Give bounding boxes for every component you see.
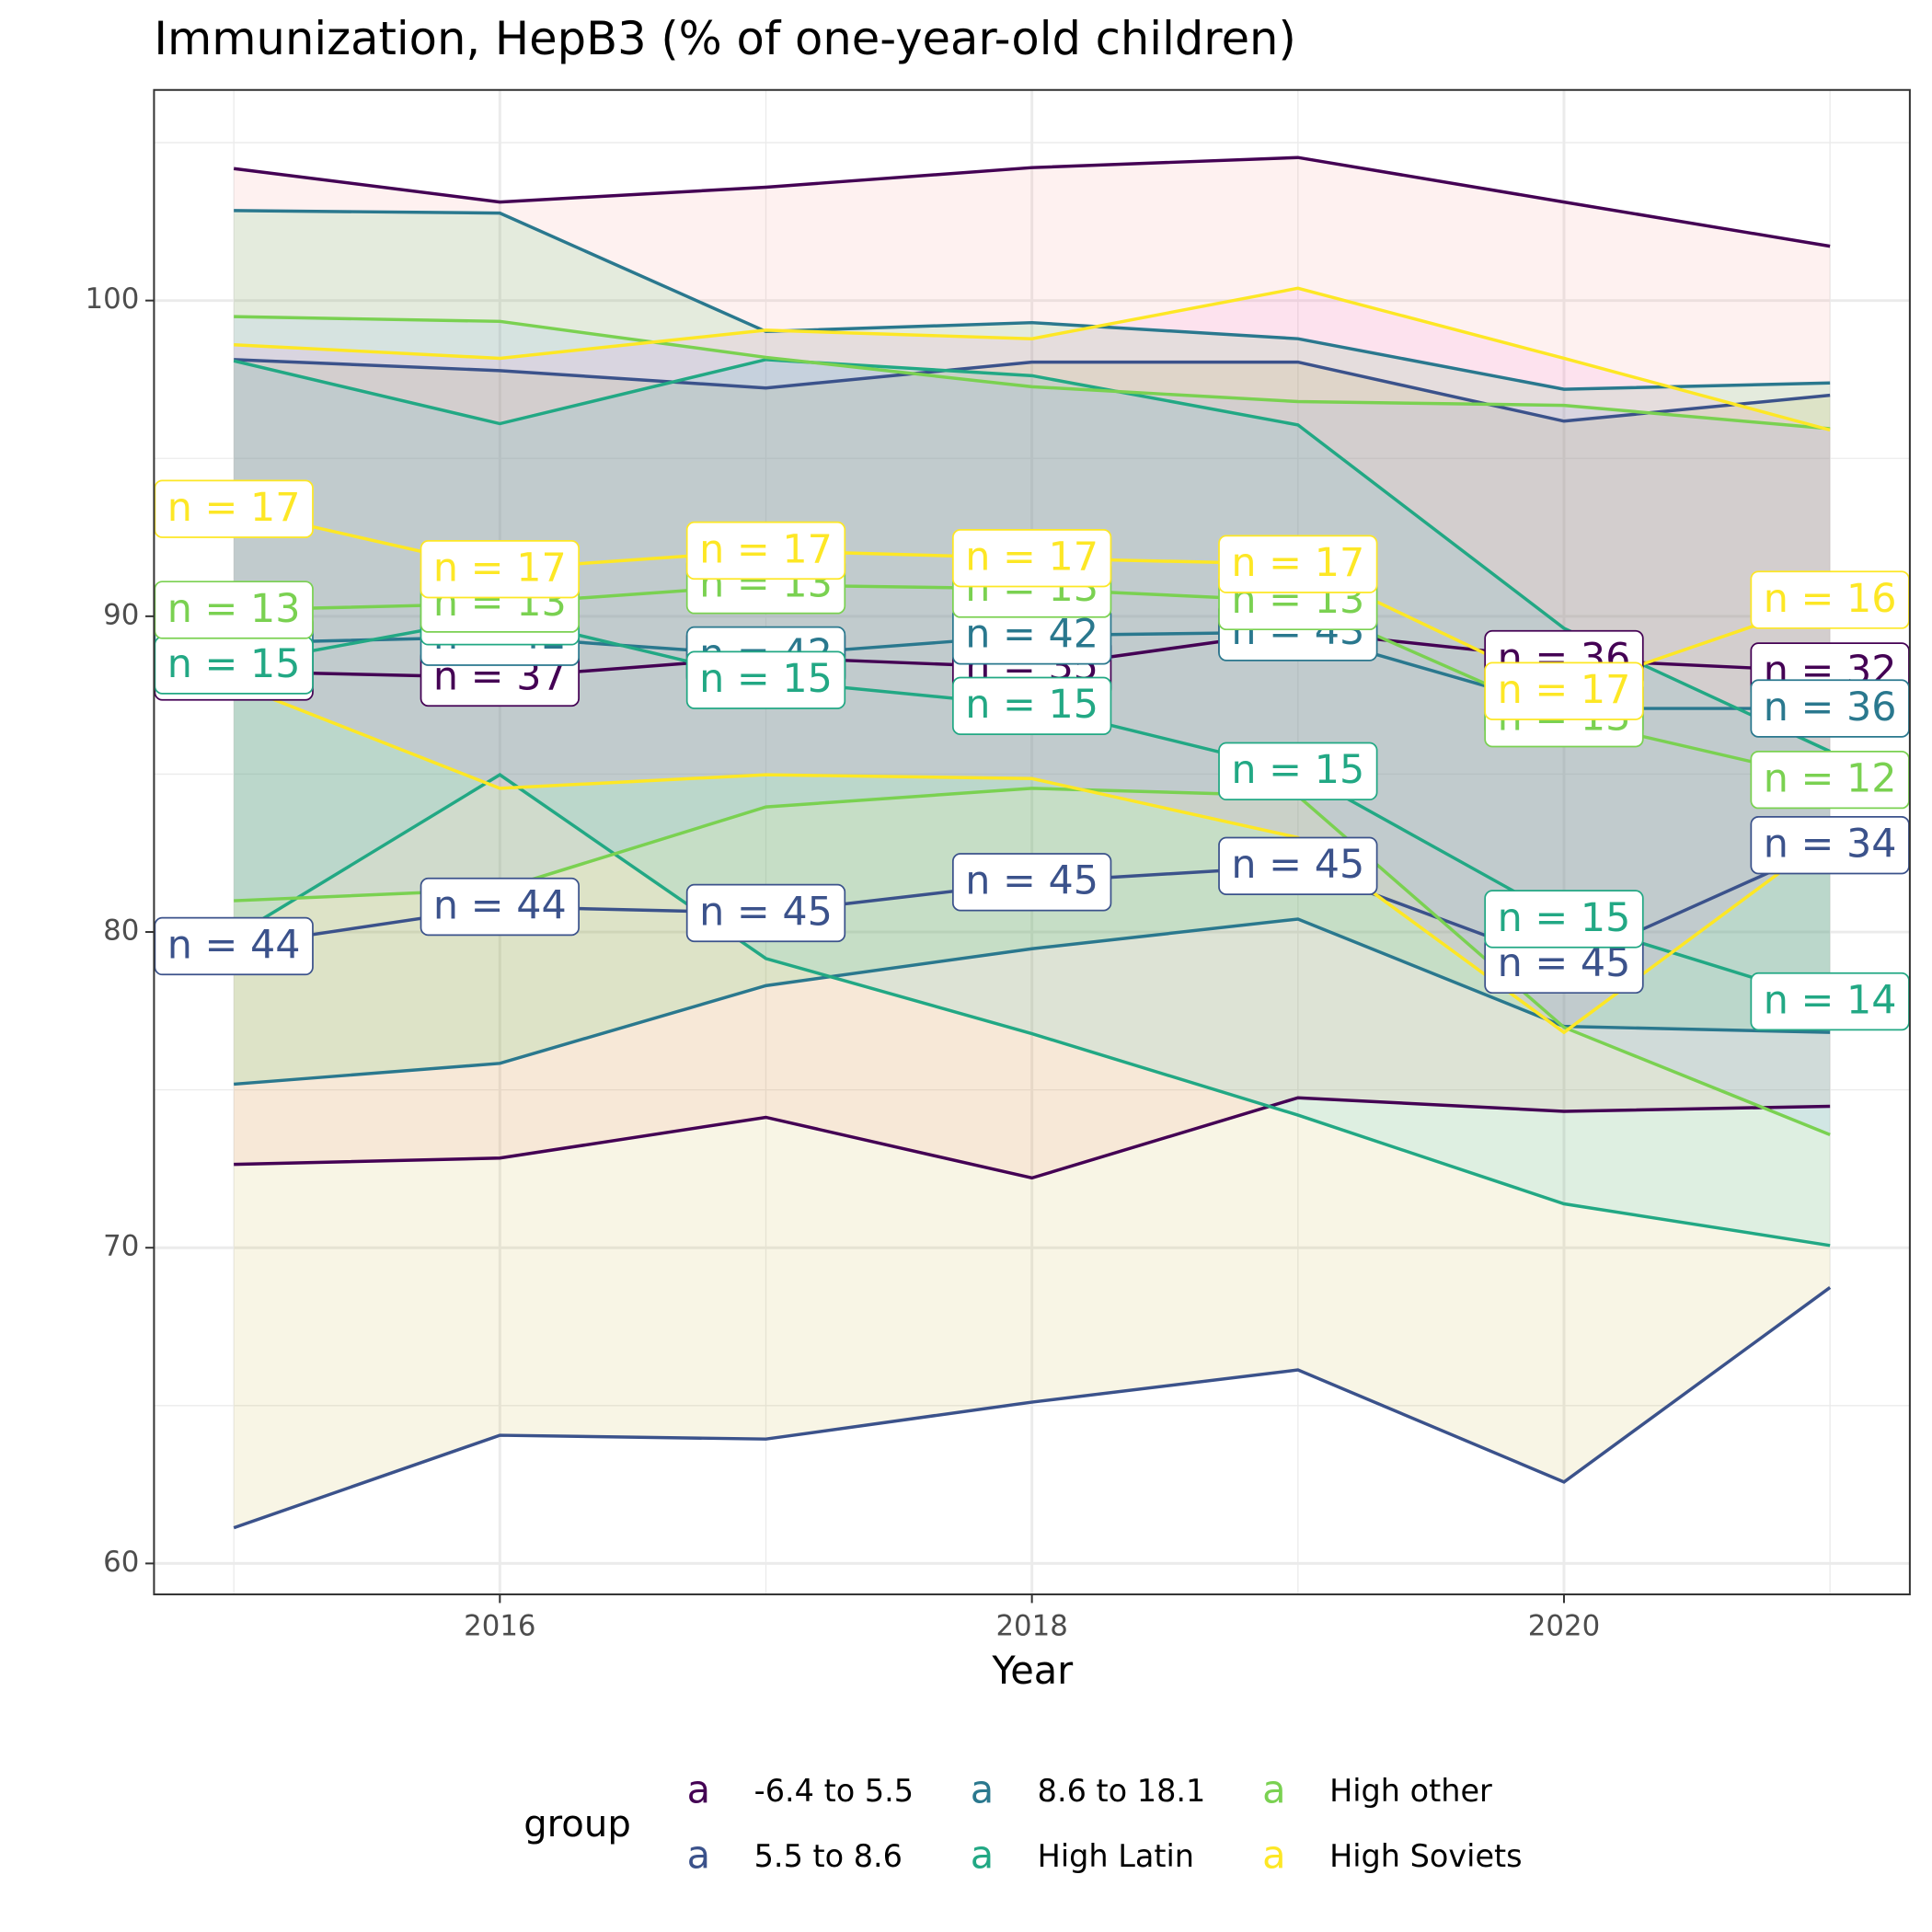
legend-label: 5.5 to 8.6 <box>754 1838 903 1874</box>
label-text: n = 15 <box>699 656 833 702</box>
label-box <box>685 883 846 943</box>
label-text: n = 36 <box>1764 684 1897 730</box>
ribbon <box>234 359 1831 1528</box>
data-label: n = 15 <box>1484 890 1644 949</box>
label-text: n = 17 <box>167 485 301 531</box>
label-box <box>951 853 1112 912</box>
label-text: n = 44 <box>167 922 301 968</box>
data-label: n = 45 <box>951 853 1112 912</box>
data-label: n = 14 <box>1750 972 1910 1031</box>
legend-label: High Soviets <box>1329 1838 1523 1874</box>
data-label: n = 15 <box>1218 742 1378 801</box>
data-label: n = 42 <box>951 606 1112 665</box>
bound-line <box>234 1096 1831 1180</box>
data-label: n = 15 <box>685 650 846 709</box>
label-text: n = 44 <box>433 882 567 928</box>
label-text: n = 45 <box>965 858 1098 904</box>
data-label: n = 17 <box>1218 535 1378 593</box>
label-text: n = 17 <box>965 535 1098 581</box>
y-tick-label: 80 <box>103 914 139 948</box>
label-text: n = 14 <box>1764 977 1897 1023</box>
bound-line <box>234 315 1831 431</box>
x-tick-label: 2016 <box>464 1610 535 1643</box>
data-label: n = 16 <box>1750 570 1910 629</box>
data-label: n = 36 <box>1750 679 1910 738</box>
label-text: n = 12 <box>1764 755 1897 801</box>
chart-title: Immunization, HepB3 (% of one-year-old c… <box>154 12 1295 65</box>
y-tick-label: 100 <box>86 282 140 316</box>
label-text: n = 13 <box>167 586 301 632</box>
label-text: n = 45 <box>1231 842 1364 888</box>
legend-label: 8.6 to 18.1 <box>1038 1773 1206 1809</box>
y-tick-label: 90 <box>103 598 139 631</box>
bound-line <box>233 358 1831 753</box>
legend-title: group <box>523 1803 631 1846</box>
label-box <box>951 529 1112 588</box>
data-label: n = 45 <box>685 883 846 943</box>
legend-key: a <box>1262 1833 1285 1878</box>
label-box <box>1484 890 1644 949</box>
legend-label: High other <box>1329 1773 1492 1809</box>
label-text: n = 34 <box>1764 822 1897 868</box>
label-text: n = 17 <box>699 526 833 572</box>
data-label: n = 17 <box>951 529 1112 588</box>
panel-border <box>153 88 1911 1596</box>
label-text: n = 42 <box>965 612 1098 658</box>
bound-line <box>234 286 1831 432</box>
label-text: n = 16 <box>1764 576 1897 622</box>
legend-label: High Latin <box>1038 1838 1194 1874</box>
data-label: n = 13 <box>154 581 314 639</box>
label-box <box>685 650 846 709</box>
label-box <box>1484 661 1644 720</box>
bound-line <box>233 155 1831 248</box>
data-label: n = 12 <box>1750 750 1910 810</box>
data-label: n = 44 <box>154 916 314 976</box>
bound-line <box>234 209 1831 391</box>
data-label: n = 17 <box>685 521 846 581</box>
label-text: n = 15 <box>965 682 1098 728</box>
data-label: n = 44 <box>420 877 580 937</box>
label-text: n = 17 <box>1498 667 1631 713</box>
y-tick-label: 70 <box>103 1230 139 1263</box>
label-box <box>420 877 580 937</box>
label-text: n = 15 <box>1498 895 1631 941</box>
data-label: n = 34 <box>1750 815 1910 875</box>
data-label: n = 15 <box>951 676 1112 735</box>
label-box <box>685 521 846 581</box>
data-label: n = 17 <box>1484 661 1644 720</box>
data-label: n = 15 <box>154 636 314 695</box>
label-text: n = 15 <box>167 641 301 687</box>
label-box <box>420 540 580 599</box>
x-tick-label: 2018 <box>995 1610 1067 1643</box>
y-tick-label: 60 <box>103 1546 139 1579</box>
legend-key: a <box>687 1767 710 1812</box>
data-label: n = 17 <box>420 540 580 599</box>
data-label: n = 45 <box>1218 836 1378 895</box>
legend-key: a <box>1262 1767 1285 1812</box>
data-label: n = 17 <box>154 479 314 538</box>
bound-line <box>233 773 1831 1248</box>
legend-key: a <box>687 1833 710 1878</box>
label-box <box>1218 836 1378 895</box>
label-text: n = 17 <box>1231 540 1364 586</box>
x-tick-label: 2020 <box>1528 1610 1600 1643</box>
label-box <box>1218 535 1378 593</box>
legend-key: a <box>971 1833 994 1878</box>
label-text: n = 17 <box>433 546 567 592</box>
legend-label: -6.4 to 5.5 <box>754 1773 914 1809</box>
bound-line <box>233 682 1832 1035</box>
ribbon <box>234 359 1831 1246</box>
x-axis-title: Year <box>991 1648 1074 1693</box>
bound-line <box>234 358 1831 423</box>
legend-key: a <box>971 1767 994 1812</box>
label-box <box>951 676 1112 735</box>
label-box <box>1218 742 1378 801</box>
label-text: n = 45 <box>699 889 833 935</box>
bound-line <box>233 1286 1832 1530</box>
label-text: n = 15 <box>1231 747 1364 793</box>
